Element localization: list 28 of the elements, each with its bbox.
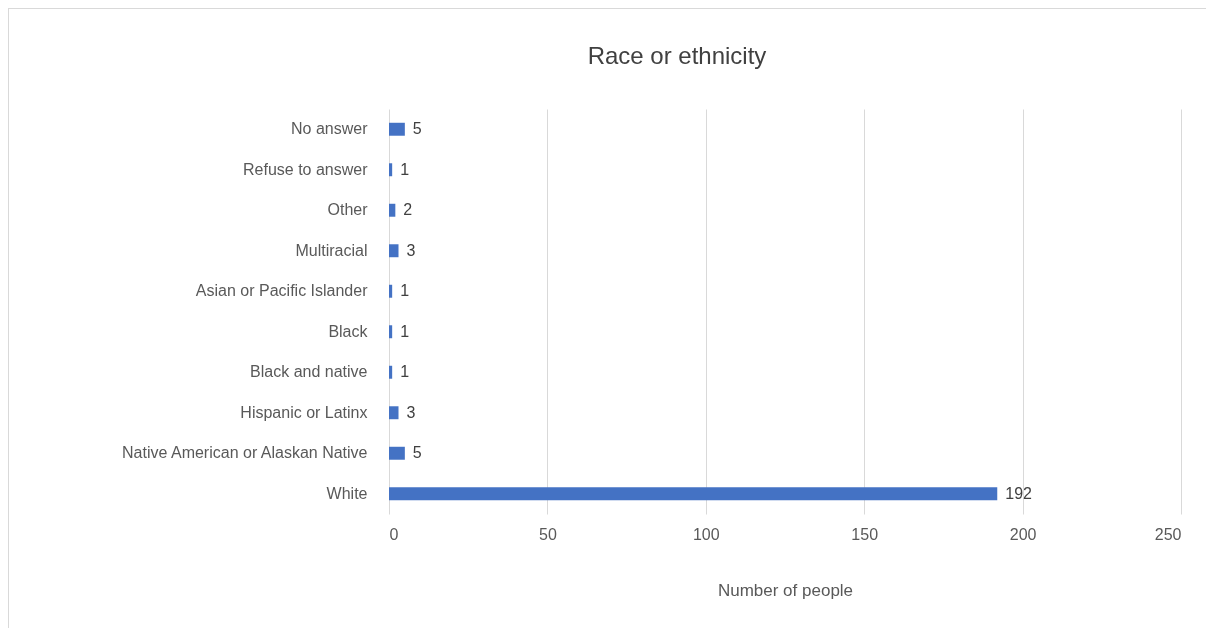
data-label: 2	[403, 201, 413, 219]
data-label: 1	[400, 160, 410, 178]
data-label: 5	[412, 120, 422, 138]
y-tick-label: Hispanic or Latinx	[240, 403, 368, 421]
x-axis-title: Number of people	[717, 580, 854, 600]
data-label: 1	[400, 282, 410, 300]
data-label: 1	[400, 363, 410, 381]
y-tick-label: White	[326, 484, 368, 502]
y-tick-label: Black	[328, 322, 369, 340]
data-label: 3	[406, 403, 416, 421]
x-tick-label: 0	[389, 525, 399, 543]
x-tick-label: 100	[692, 525, 720, 543]
x-tick-label: 250	[1154, 525, 1182, 543]
y-tick-label: Multiracial	[295, 241, 368, 259]
x-tick-label: 150	[851, 525, 879, 543]
y-tick-label: Other	[327, 201, 369, 219]
y-tick-label: Black and native	[250, 363, 368, 381]
data-label: 192	[1005, 484, 1033, 502]
x-tick-label: 200	[1009, 525, 1037, 543]
data-label: 5	[412, 444, 422, 462]
x-tick-label: 50	[539, 525, 557, 543]
data-label: 1	[400, 322, 410, 340]
chart-title: Race or ethnicity	[587, 42, 767, 69]
data-label: 3	[406, 241, 416, 259]
y-tick-label: Native American or Alaskan Native	[122, 444, 368, 462]
y-tick-label: Refuse to answer	[242, 160, 369, 178]
y-tick-label: No answer	[291, 120, 369, 138]
y-tick-label: Asian or Pacific Islander	[195, 282, 369, 300]
